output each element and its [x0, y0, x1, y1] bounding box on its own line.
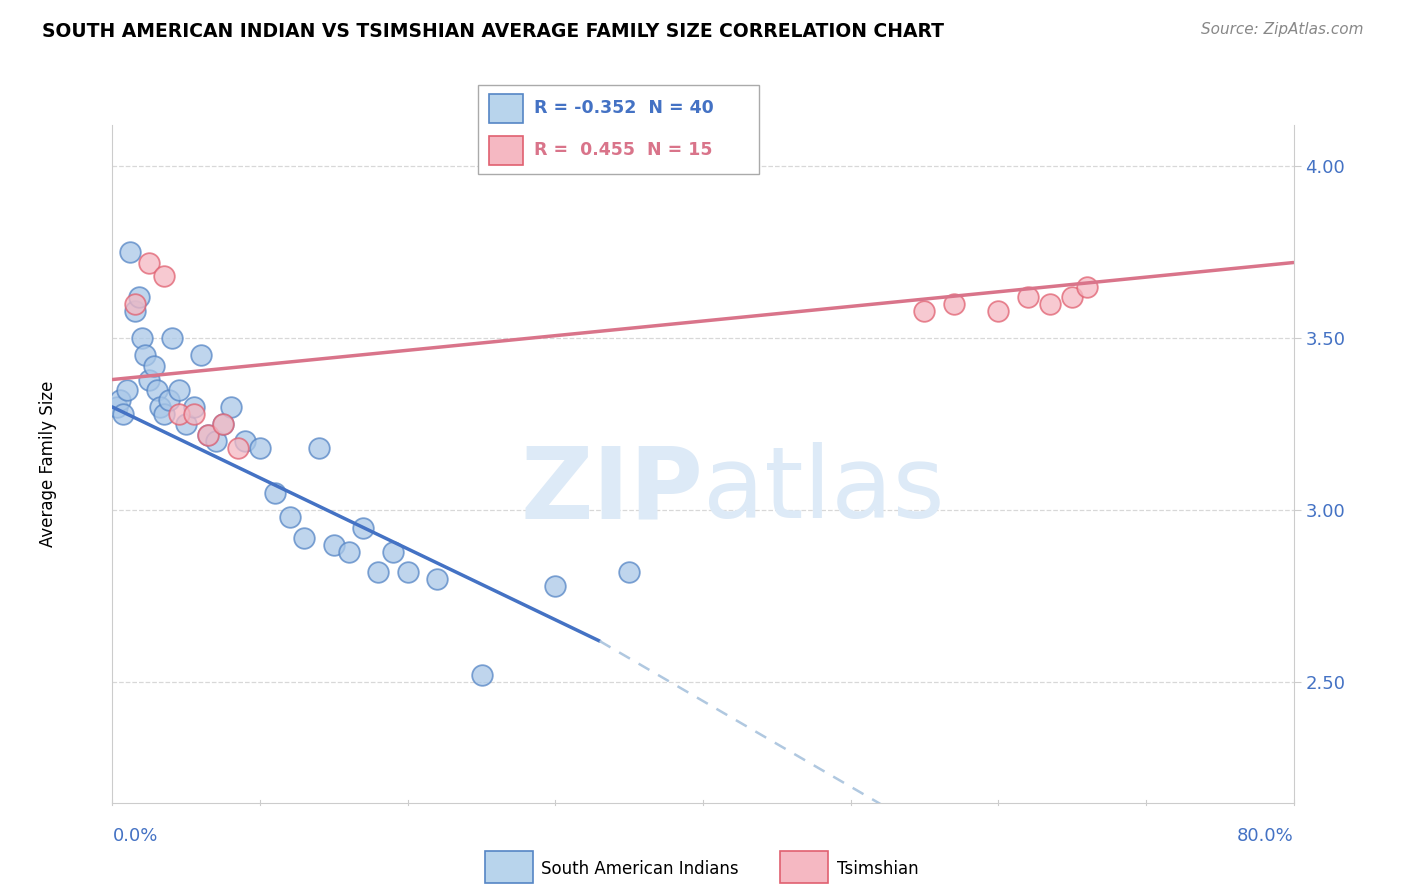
Point [396, 566, 419, 580]
FancyBboxPatch shape [489, 136, 523, 165]
Point [470, 668, 494, 682]
Point [219, 400, 242, 414]
Point [1039, 297, 1062, 311]
Point [167, 383, 190, 397]
Point [190, 348, 212, 362]
Text: Tsimshian: Tsimshian [837, 860, 918, 878]
Point [197, 427, 219, 442]
Point [352, 520, 374, 534]
Point [1076, 279, 1098, 293]
Point [131, 331, 153, 345]
Point [382, 544, 405, 558]
Point [914, 303, 936, 318]
Point [128, 290, 150, 304]
Point [160, 331, 183, 345]
Point [146, 383, 169, 397]
Point [1017, 290, 1039, 304]
Point [138, 255, 160, 269]
Point [337, 544, 360, 558]
Point [124, 297, 146, 311]
Point [987, 303, 1010, 318]
Point [167, 407, 190, 421]
Point [120, 245, 142, 260]
Text: Source: ZipAtlas.com: Source: ZipAtlas.com [1201, 22, 1364, 37]
Text: Average Family Size: Average Family Size [38, 381, 56, 547]
FancyBboxPatch shape [489, 94, 523, 123]
Point [153, 407, 176, 421]
Point [105, 400, 128, 414]
Point [226, 442, 249, 456]
Point [212, 417, 235, 432]
FancyBboxPatch shape [478, 85, 759, 174]
Text: 0.0%: 0.0% [112, 827, 157, 845]
Point [233, 434, 256, 449]
Point [367, 566, 389, 580]
Point [942, 297, 965, 311]
Text: SOUTH AMERICAN INDIAN VS TSIMSHIAN AVERAGE FAMILY SIZE CORRELATION CHART: SOUTH AMERICAN INDIAN VS TSIMSHIAN AVERA… [42, 22, 945, 41]
Point [308, 442, 330, 456]
Point [249, 442, 271, 456]
Text: atlas: atlas [703, 442, 945, 540]
Point [138, 372, 160, 386]
Point [1062, 290, 1084, 304]
Point [134, 348, 156, 362]
Text: R =  0.455  N = 15: R = 0.455 N = 15 [534, 141, 713, 160]
Point [174, 417, 197, 432]
Point [292, 531, 315, 545]
Point [323, 538, 346, 552]
Point [278, 510, 301, 524]
Text: South American Indians: South American Indians [541, 860, 740, 878]
Point [544, 579, 567, 593]
Point [111, 407, 134, 421]
Text: 80.0%: 80.0% [1237, 827, 1294, 845]
Point [149, 400, 172, 414]
Point [142, 359, 165, 373]
Point [426, 572, 449, 586]
Text: R = -0.352  N = 40: R = -0.352 N = 40 [534, 99, 714, 118]
Point [153, 269, 176, 284]
Point [157, 393, 180, 408]
Point [212, 417, 235, 432]
Point [124, 303, 146, 318]
Point [205, 434, 228, 449]
Point [619, 566, 641, 580]
Point [108, 393, 131, 408]
Point [183, 400, 205, 414]
Point [183, 407, 205, 421]
Point [264, 486, 287, 500]
Point [117, 383, 138, 397]
Text: ZIP: ZIP [520, 442, 703, 540]
Point [197, 427, 219, 442]
